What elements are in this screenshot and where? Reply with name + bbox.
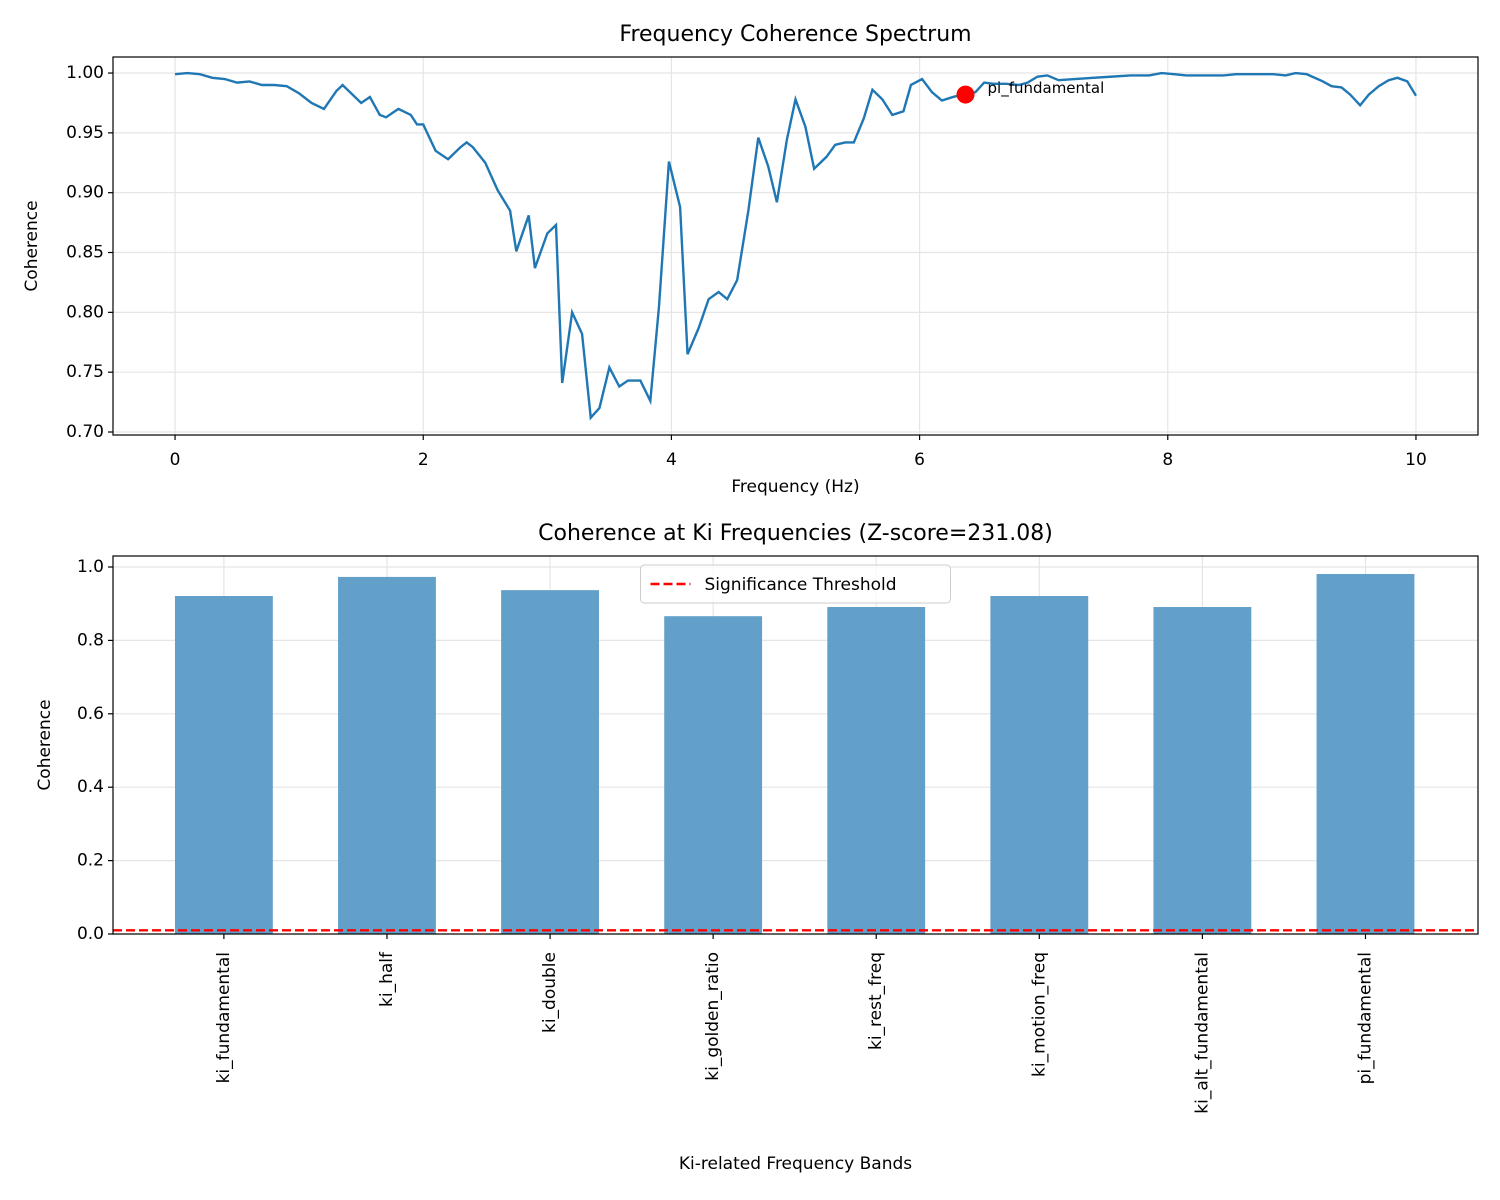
bar bbox=[664, 616, 763, 934]
x-tick-label: 8 bbox=[1162, 450, 1173, 470]
y-tick-label: 0.4 bbox=[77, 777, 104, 797]
x-tick-label: 4 bbox=[666, 450, 677, 470]
annotation-marker bbox=[956, 85, 975, 104]
x-tick-label: ki_half bbox=[377, 951, 397, 1007]
chart-title: Frequency Coherence Spectrum bbox=[619, 22, 971, 47]
line-series bbox=[174, 71, 1417, 421]
x-tick-label: ki_double bbox=[540, 952, 560, 1033]
bar bbox=[501, 590, 599, 934]
legend-label: Significance Threshold bbox=[705, 575, 897, 595]
y-tick-label: 0.2 bbox=[77, 851, 104, 871]
axes-frame bbox=[112, 555, 1479, 935]
y-tick-label: 0.75 bbox=[66, 362, 104, 382]
y-tick-label: 0.80 bbox=[66, 302, 104, 322]
x-tick-label: 6 bbox=[914, 450, 925, 470]
chart-title: Coherence at Ki Frequencies (Z-score=231… bbox=[538, 521, 1053, 546]
bar bbox=[338, 576, 436, 934]
y-tick-label: 0.8 bbox=[77, 630, 104, 650]
x-tick-label: ki_rest_freq bbox=[866, 952, 886, 1050]
x-tick-label: ki_golden_ratio bbox=[703, 952, 723, 1081]
bar bbox=[1153, 607, 1252, 934]
y-tick-label: 0.0 bbox=[77, 924, 104, 944]
x-axis-label: Frequency (Hz) bbox=[731, 477, 859, 497]
y-axis-label: Coherence bbox=[35, 699, 55, 790]
x-tick-label: ki_fundamental bbox=[214, 952, 234, 1083]
bar bbox=[827, 607, 926, 934]
y-tick-label: 0.6 bbox=[77, 704, 104, 724]
x-tick-label: 0 bbox=[170, 450, 181, 470]
y-axis-label: Coherence bbox=[22, 200, 42, 291]
x-tick-label: 2 bbox=[418, 450, 429, 470]
x-tick-label: 10 bbox=[1405, 450, 1427, 470]
axes-frame bbox=[112, 56, 1479, 436]
x-tick-label: ki_motion_freq bbox=[1029, 952, 1049, 1077]
x-tick-label: ki_alt_fundamental bbox=[1192, 952, 1212, 1114]
y-tick-label: 0.85 bbox=[66, 243, 104, 263]
legend-box bbox=[640, 564, 951, 604]
x-tick-label: pi_fundamental bbox=[1355, 952, 1375, 1084]
x-axis-label: Ki-related Frequency Bands bbox=[679, 1154, 912, 1174]
y-tick-label: 0.70 bbox=[66, 422, 104, 442]
annotation-label: pi_fundamental bbox=[988, 79, 1105, 98]
y-tick-label: 0.95 bbox=[66, 123, 104, 143]
y-tick-label: 0.90 bbox=[66, 183, 104, 203]
y-tick-label: 1.00 bbox=[66, 63, 104, 83]
bar bbox=[174, 596, 273, 934]
bar bbox=[1316, 573, 1415, 934]
y-tick-label: 1.0 bbox=[77, 557, 104, 577]
bar bbox=[990, 596, 1089, 934]
